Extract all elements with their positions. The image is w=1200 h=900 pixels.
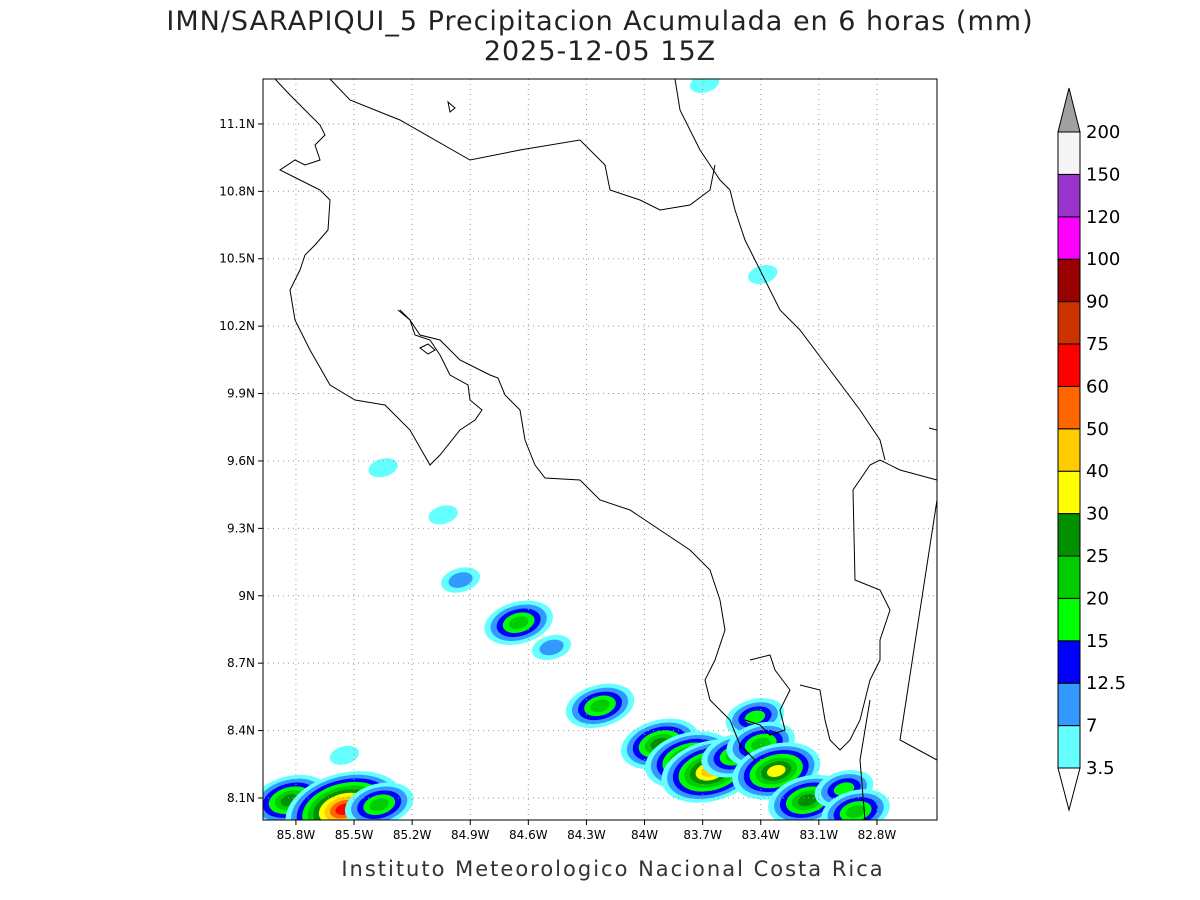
rain-contour <box>766 765 786 778</box>
caribbean-coast <box>674 79 886 461</box>
rain-contour <box>428 505 458 525</box>
title: IMN/SARAPIQUI_5 Precipitacion Acumulada … <box>166 6 1033 37</box>
rain-contour <box>369 798 389 812</box>
colorbar-box <box>1057 555 1081 599</box>
lat-tick-label: 11.1N <box>219 117 255 131</box>
rain-contour <box>689 79 720 94</box>
colorbar-label: 30 <box>1086 504 1109 525</box>
subtitle: 2025-12-05 15Z <box>484 36 716 67</box>
colorbar: 3.5 7 12.5 15 20 25 30 40 50 60 75 90 100 120 150 200 <box>1057 87 1126 812</box>
rain-cell <box>532 634 572 661</box>
map-frame <box>262 78 938 821</box>
colorbar-box <box>1057 597 1081 642</box>
colorbar-box <box>1057 470 1081 515</box>
rain-cell <box>689 79 720 94</box>
lon-tick-label: 85.5W <box>335 828 374 842</box>
colorbar-box <box>1057 131 1081 175</box>
precipitation-layer <box>263 79 890 820</box>
colorbar-box <box>1057 513 1081 557</box>
colorbar-label: 20 <box>1086 588 1109 609</box>
rain-cell <box>428 505 458 525</box>
colorbar-label: 75 <box>1086 334 1109 355</box>
lat-tick-label: 10.2N <box>219 319 255 333</box>
colorbar-box <box>1057 173 1081 218</box>
colorbar-box <box>1057 385 1081 430</box>
colorbar-label: 200 <box>1086 122 1120 143</box>
rain-contour <box>448 572 473 588</box>
island <box>447 100 456 113</box>
colorbar-label: 60 <box>1086 376 1109 397</box>
colorbar-label: 3.5 <box>1086 758 1115 779</box>
bay-shore <box>899 427 937 761</box>
rain-contour <box>329 745 360 765</box>
rain-cell <box>440 567 481 593</box>
colorbar-label: 90 <box>1086 292 1109 313</box>
lat-tick-label: 9N <box>238 589 255 603</box>
rain-contour <box>368 458 398 478</box>
rain-contour <box>590 699 610 713</box>
footer: Instituto Meteorologico Nacional Costa R… <box>341 857 884 881</box>
osa-peninsula <box>744 654 791 736</box>
pacific-coast-nicoya <box>274 79 483 466</box>
colorbar-box <box>1057 725 1081 769</box>
panama-border <box>859 699 871 820</box>
lon-tick-label: 83.1W <box>800 828 839 842</box>
lon-tick-label: 84.9W <box>451 828 490 842</box>
colorbar-over <box>1057 87 1081 133</box>
colorbar-label: 100 <box>1086 249 1120 270</box>
colorbar-box <box>1057 343 1081 387</box>
pacific-coast-south <box>397 309 756 761</box>
colorbar-label: 150 <box>1086 164 1120 185</box>
colorbar-label: 15 <box>1086 631 1109 652</box>
grid: 85.8W 85.5W 85.2W 84.9W 84.6W 84.3W 84W 83.7W 83… <box>219 79 937 842</box>
colorbar-label: 25 <box>1086 546 1109 567</box>
colorbar-label: 50 <box>1086 419 1109 440</box>
rain-cell <box>732 742 821 800</box>
colorbar-label: 40 <box>1086 461 1109 482</box>
lon-tick-label: 82.8W <box>858 828 897 842</box>
lon-tick-label: 83.4W <box>741 828 780 842</box>
colorbar-box <box>1057 640 1081 684</box>
lat-tick-label: 9.3N <box>227 521 255 535</box>
lat-tick-label: 10.5N <box>219 252 255 266</box>
lon-tick-label: 84.3W <box>567 828 606 842</box>
lat-tick-label: 9.9N <box>227 387 255 401</box>
nicaragua-border <box>329 79 716 211</box>
lat-tick-label: 10.8N <box>219 184 255 198</box>
lon-tick-label: 84W <box>631 828 658 842</box>
rain-cell <box>821 789 890 820</box>
lat-tick-label: 8.1N <box>227 791 255 805</box>
colorbar-label: 12.5 <box>1086 673 1126 694</box>
lon-tick-label: 83.7W <box>683 828 722 842</box>
colorbar-box <box>1057 682 1081 727</box>
lat-tick-label: 8.7N <box>227 656 255 670</box>
island <box>419 343 436 355</box>
rain-cell <box>329 745 360 765</box>
colorbar-label: 7 <box>1086 716 1097 737</box>
colorbar-box <box>1057 258 1081 303</box>
lat-tick-label: 9.6N <box>227 454 255 468</box>
golfo-dulce-coast <box>799 459 937 751</box>
colorbar-label: 120 <box>1086 207 1120 228</box>
rain-contour <box>508 616 529 630</box>
lon-tick-label: 84.6W <box>509 828 548 842</box>
colorbar-box <box>1057 428 1081 472</box>
rain-contour <box>797 794 817 807</box>
rain-contour <box>539 639 564 656</box>
rain-contour <box>744 710 766 724</box>
rain-cell <box>565 683 635 729</box>
colorbar-box <box>1057 216 1081 260</box>
rain-contour <box>845 805 866 818</box>
colorbar-under <box>1057 767 1081 812</box>
lon-tick-label: 85.2W <box>393 828 432 842</box>
rain-cell <box>368 458 398 478</box>
rain-cell <box>484 600 553 645</box>
lon-tick-label: 85.8W <box>277 828 316 842</box>
lat-tick-label: 8.4N <box>227 724 255 738</box>
colorbar-box <box>1057 301 1081 345</box>
coastlines <box>274 79 937 820</box>
